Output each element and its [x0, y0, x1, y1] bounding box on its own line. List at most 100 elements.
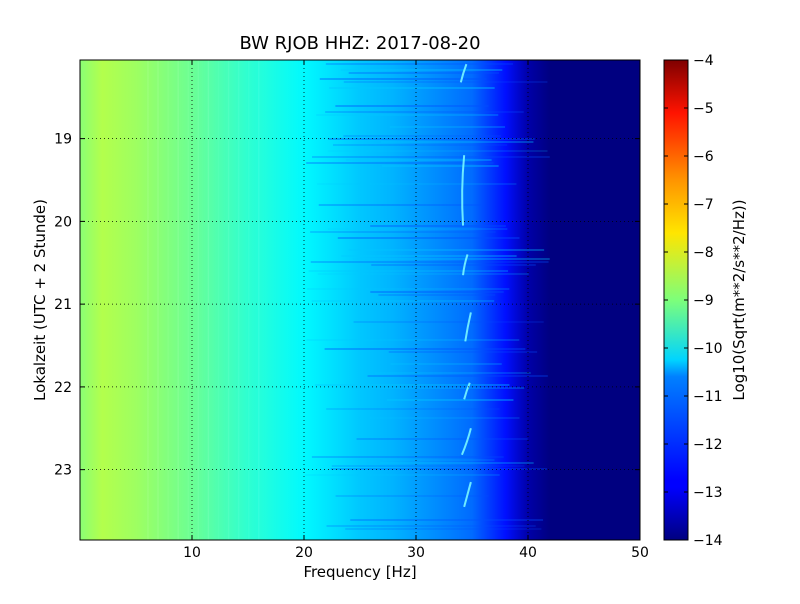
heatmap-streak [306, 339, 520, 341]
heatmap-streak [348, 249, 545, 251]
colorbar-tick-label: −10 [693, 341, 723, 357]
heatmap-streak [352, 258, 550, 260]
heatmap-band [248, 60, 250, 540]
heatmap-background [80, 60, 640, 540]
heatmap-band [207, 60, 210, 540]
colorbar-label: Log10(Sqrt(m**2/s**2/Hz)) [730, 199, 748, 400]
heatmap-streak [326, 408, 500, 410]
heatmap-band [227, 60, 230, 540]
colorbar-tick-label: −11 [693, 389, 723, 405]
plot-area: 10 20 30 40 50 19 20 21 22 23 [54, 59, 649, 561]
heatmap-streak [371, 264, 536, 266]
tonal-line-segment [459, 63, 468, 83]
heatmap-band [197, 60, 200, 540]
heatmap-streak [343, 81, 548, 83]
x-tick-label: 30 [407, 545, 425, 561]
tonal-line-segment [460, 428, 472, 456]
colorbar-tick-label: −8 [693, 245, 714, 261]
heatmap-streak [317, 183, 517, 185]
heatmap-streak [325, 63, 513, 65]
heatmap-band [217, 60, 220, 540]
heatmap-streak [329, 87, 495, 89]
chart-title: BW RJOB HHZ: 2017-08-20 [239, 33, 480, 54]
heatmap-streak [389, 126, 506, 128]
heatmap-streak [359, 417, 520, 419]
heatmap-streak [316, 114, 499, 116]
y-tick-label: 23 [54, 463, 72, 479]
heatmap-streak [346, 159, 492, 161]
heatmap-streak [327, 150, 548, 152]
heatmap-band [258, 60, 260, 540]
heatmap-streak [312, 156, 550, 158]
colorbar-ticks: −4 −5 −6 −7 −8 −9 −10 −11 −12 −13 −14 [664, 53, 723, 549]
x-tick-label: 20 [295, 545, 313, 561]
heatmap-streak [330, 468, 547, 470]
colorbar-tick-label: −13 [693, 485, 723, 501]
colorbar-tick-label: −5 [693, 101, 714, 117]
heatmap-streak [328, 228, 508, 230]
heatmap-streak [311, 456, 504, 458]
heatmap-band [157, 60, 159, 540]
heatmap-streak [319, 78, 487, 80]
heatmap-streak [382, 459, 495, 461]
heatmap-streak [332, 144, 508, 146]
x-tick-label: 10 [183, 545, 201, 561]
tonal-line-segment [463, 481, 472, 508]
heatmap-streak [335, 105, 489, 107]
heatmap-streak [326, 525, 536, 527]
heatmap-streak [370, 291, 504, 293]
tonal-line-segment [462, 254, 469, 276]
heatmap-band [177, 60, 179, 540]
heatmap-streak [331, 465, 525, 467]
heatmap-streak [343, 135, 501, 137]
y-tick-label: 19 [54, 132, 72, 148]
heatmap-streak [356, 438, 528, 440]
heatmap-band [147, 60, 149, 540]
heatmap-streak [315, 384, 510, 386]
heatmap-streak [370, 225, 506, 227]
y-tick-label: 21 [54, 297, 72, 313]
heatmap-streak [345, 528, 542, 530]
heatmap-streak [380, 462, 534, 464]
grid-lines [80, 60, 640, 540]
heatmap-image [80, 60, 640, 540]
heatmap-streak [341, 255, 517, 257]
heatmap-streak [374, 372, 531, 374]
heatmap-streak [353, 321, 544, 323]
tonal-line-segment [461, 155, 466, 226]
heatmap-streak [324, 348, 526, 350]
tonal-line-segment [464, 312, 472, 342]
heatmap-streak [335, 495, 489, 497]
colorbar-tick-label: −14 [693, 533, 723, 549]
heatmap-streak [318, 204, 484, 206]
heatmap-streak [390, 363, 502, 365]
heatmap-streak [311, 300, 495, 302]
x-axis: 10 20 30 40 50 [183, 60, 649, 561]
y-tick-label: 20 [54, 214, 72, 230]
heatmap-streak [340, 69, 503, 71]
heatmap-streak [348, 72, 499, 74]
colorbar-tick-label: −7 [693, 197, 714, 213]
colorbar-tick-label: −12 [693, 437, 723, 453]
tonal-line-34hz [459, 63, 472, 508]
heatmap-streak [378, 294, 496, 296]
heatmap-band [237, 60, 240, 540]
heatmap-streak [350, 519, 544, 521]
x-axis-label: Frequency [Hz] [303, 563, 416, 581]
colorbar-tick-label: −4 [693, 53, 714, 69]
heatmap-streak [381, 141, 534, 143]
heatmap-streak [317, 273, 529, 275]
heatmap-streak [351, 387, 525, 389]
heatmap-streak [310, 261, 549, 263]
colorbar: −4 −5 −6 −7 −8 −9 −10 −11 −12 −13 −14 Log10(Sqrt(m… [663, 53, 748, 549]
colorbar-tick-label: −9 [693, 293, 714, 309]
x-tick-label: 40 [519, 545, 537, 561]
heatmap-streak [388, 351, 538, 353]
heatmap-streak [386, 399, 514, 401]
heatmap-band [167, 60, 169, 540]
tonal-line-segment [463, 382, 471, 400]
y-tick-label: 22 [54, 380, 72, 396]
heatmap-streak [328, 138, 535, 140]
heatmap-streak [381, 165, 499, 167]
